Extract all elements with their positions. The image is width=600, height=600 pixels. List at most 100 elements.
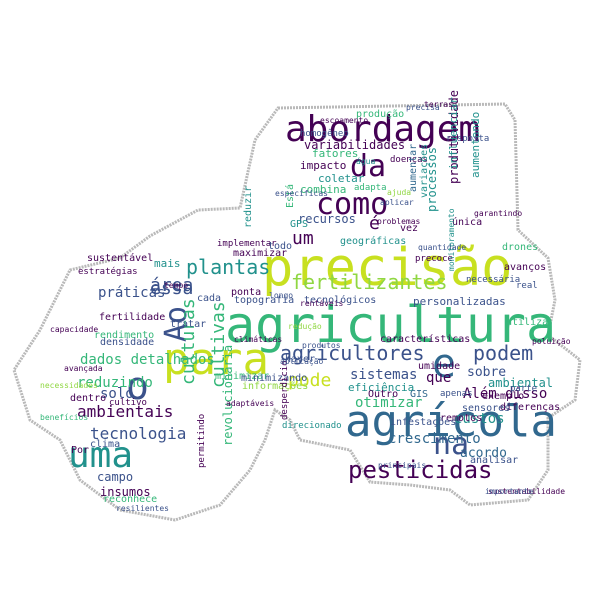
- word-abordagem: abordagem: [285, 109, 481, 150]
- word-por: Por: [71, 445, 90, 456]
- word-para: para: [163, 334, 269, 385]
- word-maximizar: maximizar: [233, 248, 288, 259]
- word-adaptaveis: adaptáveis: [226, 399, 275, 408]
- word-reduzir: reduzir: [243, 185, 254, 228]
- word-sobre: sobre: [467, 365, 507, 380]
- word-e: e: [432, 341, 457, 387]
- word-clima: clima: [90, 439, 121, 450]
- word-dentro: dentro: [70, 393, 107, 404]
- word-real: real: [516, 281, 538, 291]
- word-podem: podem: [473, 341, 534, 365]
- word-agricultores: agricultores: [280, 341, 425, 365]
- word-necessidades: necessidades: [40, 381, 98, 390]
- word-otimizar: otimizar: [355, 395, 423, 411]
- word-resilientes: resilientes: [116, 504, 169, 513]
- word-precisao: precisão: [262, 238, 513, 298]
- word-topografia: topografia: [234, 295, 295, 306]
- word-praticas: práticas: [98, 285, 166, 301]
- word-da: da: [350, 149, 387, 184]
- word-precisa: precisa: [406, 103, 440, 112]
- word-sensores: sensores: [462, 403, 511, 414]
- word-area: área: [150, 275, 194, 296]
- word-garantindo: garantindo: [474, 209, 523, 218]
- word-insumos: insumos: [100, 485, 151, 499]
- word-reduzindo: reduzindo: [77, 375, 153, 391]
- word-homogeneo: homogêneo: [300, 129, 349, 139]
- word-permitindo: permitindo: [197, 413, 207, 468]
- word-acordo: acordo: [460, 446, 507, 461]
- word-fertilizantes: fertilizantes: [291, 270, 448, 294]
- word-aumentar: aumentar: [408, 143, 419, 192]
- word-fertilidade: fertilidade: [99, 312, 166, 323]
- word-analisar: analisar: [470, 455, 519, 466]
- word-rentaveis: rentáveis: [300, 299, 344, 308]
- word-densidade: densidade: [100, 337, 155, 348]
- word-problemas: problemas: [377, 217, 421, 226]
- word-eficiencia: eficiência: [348, 381, 415, 394]
- word-caracteristicas: características: [380, 334, 471, 345]
- word-apenas: apenas: [440, 389, 473, 399]
- word-outro: Outro: [368, 389, 399, 400]
- word-aumentando: aumentando: [469, 111, 482, 178]
- word-produtos: produtos: [302, 341, 341, 350]
- word-ajuda: ajuda: [387, 188, 412, 197]
- word-doencas: doenças: [390, 155, 428, 165]
- word-todo: todo: [268, 241, 293, 252]
- word-reconhece: reconhece: [103, 494, 158, 505]
- word-infestacoes: infestações: [390, 417, 457, 428]
- word-utiliza: utiliza: [506, 317, 549, 328]
- word-um: um: [292, 228, 314, 249]
- word-umidade: umidade: [418, 361, 461, 372]
- word-especificas: específicas: [275, 189, 328, 198]
- word-ambientais: ambientais: [77, 402, 174, 421]
- word-producao: produção: [356, 109, 405, 120]
- word-desperdicio: desperdício: [280, 360, 290, 420]
- word-pesticidas: pesticidas: [348, 456, 493, 484]
- word-precoce: precoce: [415, 254, 453, 264]
- word-terras: terras: [424, 100, 453, 109]
- word-agua: água: [356, 157, 376, 166]
- word-beneficios: benefícios: [40, 413, 89, 422]
- word-parte: parte: [510, 384, 538, 394]
- word-avancada: avançada: [64, 364, 103, 373]
- word-crescimento: crescimento: [388, 431, 481, 447]
- word-direcionado: direcionado: [282, 421, 342, 431]
- word-essa: essa: [150, 278, 194, 299]
- word-importante: importante: [485, 487, 534, 496]
- word-unica: única: [452, 217, 483, 228]
- word-agricola: agrícola: [345, 396, 557, 447]
- word-quantidade: quantidade: [418, 243, 467, 252]
- word-principais: principais: [378, 461, 427, 470]
- word-coletar: coletar: [318, 172, 365, 185]
- word-geograficas: geográficas: [340, 236, 407, 247]
- word-escoamento: escoamento: [320, 116, 369, 125]
- word-cada: cada: [197, 293, 222, 304]
- word-revolucionaria: revolucionária: [221, 344, 235, 446]
- word-sustentabilidade: sustentabilidade: [488, 487, 566, 496]
- word-e: é: [369, 213, 380, 234]
- word-pode: pode: [288, 370, 332, 391]
- word-implementar: implementar: [217, 239, 277, 249]
- word-tempo: tempo: [164, 281, 189, 290]
- word-solo: solo: [100, 386, 134, 402]
- word-aplicar: aplicar: [380, 198, 414, 207]
- word-tratar: tratar: [170, 319, 207, 330]
- word-sustentavel: sustentável: [87, 253, 154, 264]
- word-agricultura: agricultura: [225, 296, 557, 354]
- word-impacto: impacto: [300, 159, 347, 172]
- word-tecnologicos: tecnológicos: [304, 295, 377, 306]
- word-reducao: redução: [288, 322, 322, 331]
- word-poluicao: poluição: [532, 337, 571, 346]
- tractor-outline-path: [12, 102, 582, 522]
- word-cultivo: cultivo: [109, 398, 147, 408]
- word-custos: custos: [454, 411, 505, 427]
- word-sistemas: sistemas: [350, 367, 418, 383]
- word-como: como: [316, 187, 389, 222]
- word-campo: campo: [97, 470, 134, 484]
- word-que: que: [426, 370, 452, 386]
- word-adapta: adapta: [354, 183, 387, 193]
- word-necessaria: necessária: [466, 275, 521, 285]
- word-estrategias: estratégias: [78, 267, 138, 277]
